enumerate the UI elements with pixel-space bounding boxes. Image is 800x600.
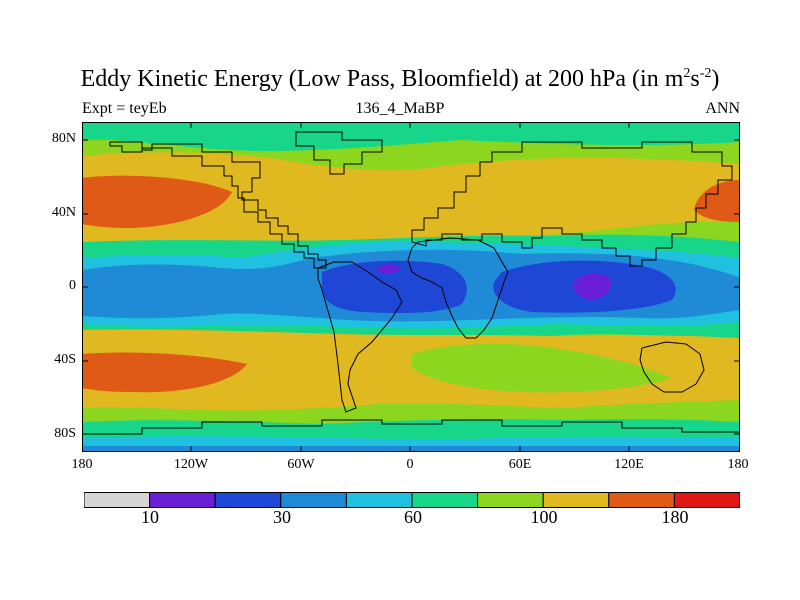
colorbar-box (214, 492, 282, 508)
colorbar-box (608, 492, 675, 508)
colorbar-label: 100 (530, 507, 558, 527)
field-band-140-north (82, 152, 740, 248)
colorbar-box (345, 492, 413, 508)
coastline-north-america (109, 141, 327, 269)
y-tick-label: 40S (54, 352, 76, 367)
colorbar (84, 492, 740, 508)
field-band-10-central (378, 264, 400, 274)
y-tick-label: 40N (51, 205, 76, 220)
colorbar-box (149, 492, 216, 508)
colorbar-box (84, 492, 151, 508)
field-band-180-north-west (82, 175, 232, 228)
field-band-40-south (82, 446, 740, 452)
field-band-20-central (321, 260, 467, 314)
eke-map (82, 122, 740, 452)
x-tick-label: 0 (406, 457, 414, 472)
experiment-label: Expt = teyEb (82, 100, 167, 117)
colorbar-label: 30 (273, 507, 291, 527)
field-band-100-south-tongue (412, 343, 672, 393)
colorbar-label: 10 (141, 507, 159, 527)
x-tick-label: 120W (173, 457, 209, 472)
colorbar-box (411, 492, 479, 508)
coastline-south-america (317, 261, 403, 413)
field-band-180-north-east (694, 180, 740, 222)
colorbar-box (477, 492, 544, 508)
y-tick-label: 80S (54, 426, 76, 441)
field-band-10-east (573, 273, 612, 300)
x-tick-label: 180 (71, 457, 93, 472)
coastlines (82, 131, 740, 435)
field-band-180-south (82, 352, 247, 393)
coastline-greenland (295, 131, 383, 175)
x-tick-label: 120E (614, 457, 644, 472)
y-tick-label: 80N (51, 131, 76, 146)
case-label: 136_4_MaBP (355, 100, 445, 117)
colorbar-label: 60 (404, 507, 422, 527)
coastline-australia (639, 341, 705, 393)
colorbar-box (280, 492, 347, 508)
season-label: ANN (705, 100, 740, 117)
colorbar-box (673, 492, 740, 508)
field-band-40-west-spot (82, 295, 102, 308)
colorbar-label: 180 (661, 507, 689, 527)
x-tick-label: 60E (508, 457, 532, 472)
x-tick-label: 180 (727, 457, 749, 472)
coastline-africa (407, 237, 509, 339)
field-band-80-north (82, 122, 740, 151)
chart-title: Eddy Kinetic Energy (Low Pass, Bloomfiel… (80, 66, 720, 92)
y-tick-label: 0 (69, 278, 76, 293)
colorbar-box (542, 492, 610, 508)
coastline-eurasia (411, 141, 733, 267)
coastline-antarctica (82, 419, 740, 435)
tick-marks (82, 122, 740, 452)
x-tick-label: 60W (287, 457, 315, 472)
